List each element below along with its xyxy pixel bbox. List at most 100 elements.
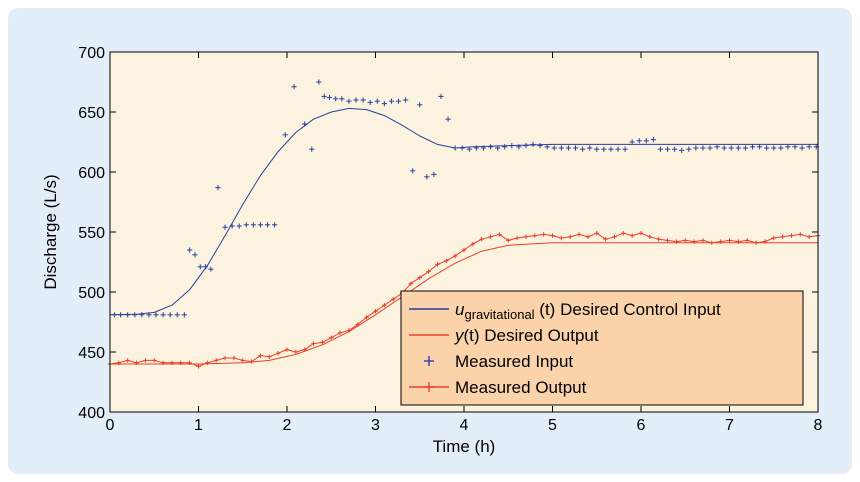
measured-output-point — [656, 237, 661, 242]
measured-output-point — [674, 239, 679, 244]
measured-input-point — [321, 93, 327, 99]
measured-input-point — [643, 138, 649, 144]
measured-output-point — [780, 234, 785, 239]
measured-output-point — [523, 234, 529, 239]
measured-input-point — [749, 144, 756, 150]
measured-input-point — [636, 138, 642, 144]
measured-output-point — [594, 231, 599, 236]
measured-input-point — [160, 312, 166, 318]
measured-output-point — [275, 351, 281, 356]
measured-output-point — [267, 354, 272, 359]
measured-output-point — [435, 262, 440, 267]
measured-output-point — [346, 328, 352, 333]
y-tick-label: 600 — [78, 165, 105, 182]
measured-input-point — [181, 312, 187, 318]
measured-input-point — [516, 144, 522, 150]
measured-input-point — [735, 145, 741, 151]
measured-input-point — [215, 185, 221, 191]
measured-output-point — [240, 358, 245, 363]
measured-output-point — [700, 238, 706, 243]
measured-input-point — [672, 146, 678, 152]
measured-input-point — [197, 264, 203, 270]
measured-output-point — [160, 360, 166, 365]
measured-output-point — [497, 232, 502, 237]
measured-input-point — [402, 97, 409, 103]
measured-output-point — [479, 237, 484, 242]
measured-input-point — [466, 146, 472, 152]
measured-input-point — [167, 312, 173, 318]
measured-output-point — [745, 238, 750, 243]
measured-output-point — [488, 234, 493, 239]
measured-input-point — [650, 137, 656, 143]
legend-label: ugravitational (t) Desired Control Input — [455, 300, 721, 322]
measured-output-point — [196, 364, 201, 369]
measured-output-point — [426, 269, 431, 274]
measured-input-point — [721, 145, 727, 151]
measured-output-point — [736, 239, 741, 244]
measured-output-point — [629, 233, 635, 238]
measured-input-point — [594, 146, 600, 152]
measured-output-point — [470, 241, 476, 247]
measured-input-point — [608, 146, 614, 152]
measured-input-point — [388, 98, 395, 104]
measured-input-point — [264, 222, 271, 228]
legend-marker — [424, 382, 434, 392]
x-tick-label: 1 — [194, 417, 203, 434]
measured-input-point — [417, 102, 423, 108]
measured-input-point — [572, 145, 579, 151]
measured-input-point — [615, 146, 621, 152]
measured-input-point — [153, 312, 159, 318]
measured-output-point — [205, 360, 210, 365]
x-tick-label: 3 — [371, 417, 380, 434]
measured-input-point — [272, 222, 278, 228]
measured-input-point — [222, 224, 228, 230]
measured-input-point — [339, 96, 345, 102]
measured-output-point — [798, 232, 803, 237]
measured-input-point — [728, 145, 734, 151]
measured-input-point — [236, 223, 242, 229]
legend-box — [400, 290, 804, 406]
measured-input-point — [551, 145, 557, 151]
measured-input-point — [622, 146, 628, 152]
measured-input-point — [187, 247, 193, 253]
measured-input-point — [756, 144, 763, 150]
measured-output-point — [762, 239, 768, 244]
measured-output-point — [143, 358, 148, 363]
measured-input-point — [452, 145, 458, 151]
measured-input-point — [495, 145, 501, 151]
series-2 — [111, 79, 819, 318]
measured-output-point — [461, 247, 467, 253]
measured-input-point — [792, 144, 798, 150]
measured-output-point — [621, 231, 626, 236]
measured-input-point — [208, 266, 214, 272]
measured-input-point — [282, 132, 288, 138]
measured-output-point — [806, 234, 812, 239]
figure-card: 0 1 2 3 4 5 6 7 8 400 450 500 550 600 650 700 Time (h) … — [8, 8, 852, 474]
measured-input-point — [700, 145, 706, 151]
measured-input-point — [693, 145, 699, 151]
x-tick-label: 4 — [460, 417, 469, 434]
measured-output-point — [683, 238, 688, 243]
measured-input-point — [316, 79, 322, 85]
measured-output-point — [125, 358, 130, 363]
measured-input-point — [764, 145, 770, 151]
ticks-layer: 0 1 2 3 4 5 6 7 8 400 450 500 550 600 650 700 — [78, 45, 822, 434]
measured-input-point — [806, 144, 812, 150]
legend-entry-mi: Measured Input — [424, 352, 573, 371]
measured-output-point — [178, 360, 183, 365]
measured-input-point — [438, 93, 444, 99]
measured-output-point — [568, 234, 573, 239]
measured-input-point — [257, 222, 264, 228]
legend-label: y(t) Desired Output — [454, 326, 599, 345]
measured-output-point — [506, 238, 511, 243]
measured-output-point — [302, 347, 307, 352]
y-tick-label: 550 — [78, 225, 105, 242]
legend-label: Measured Output — [455, 378, 587, 397]
measured-input-point — [686, 146, 692, 152]
series-1 — [110, 242, 818, 365]
measured-output-point — [293, 349, 299, 355]
measured-input-point — [558, 145, 564, 151]
measured-input-point — [799, 145, 805, 151]
measured-output-point — [187, 360, 192, 365]
